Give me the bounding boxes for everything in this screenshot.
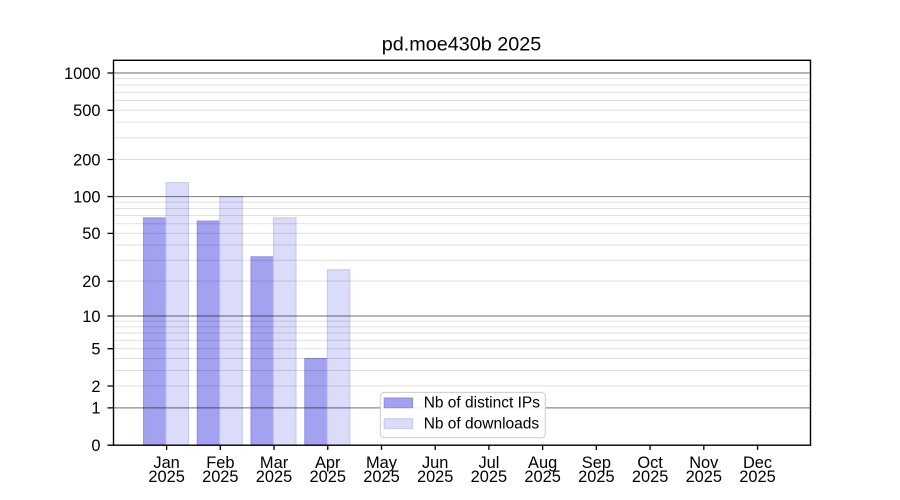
svg-text:2025: 2025 [363,468,399,486]
svg-text:2025: 2025 [202,468,238,486]
svg-text:May: May [366,454,398,472]
svg-text:2025: 2025 [256,468,292,486]
svg-text:Oct: Oct [637,454,663,472]
svg-text:Apr: Apr [315,454,341,472]
svg-text:2025: 2025 [524,468,560,486]
svg-text:Aug: Aug [528,454,557,472]
svg-text:Dec: Dec [743,454,772,472]
svg-text:2025: 2025 [417,468,453,486]
svg-text:Nb of downloads: Nb of downloads [424,415,540,432]
svg-text:2025: 2025 [148,468,184,486]
svg-text:2: 2 [91,378,100,396]
svg-text:10: 10 [82,308,100,326]
svg-text:2025: 2025 [686,468,722,486]
svg-text:pd.moe430b 2025: pd.moe430b 2025 [382,34,542,56]
svg-text:50: 50 [82,225,100,243]
svg-text:20: 20 [82,273,100,291]
svg-text:Nb of distinct IPs: Nb of distinct IPs [424,394,541,411]
svg-text:2025: 2025 [739,468,775,486]
svg-text:2025: 2025 [471,468,507,486]
svg-text:Sep: Sep [582,454,611,472]
svg-text:1: 1 [91,400,100,418]
svg-text:2025: 2025 [578,468,614,486]
svg-text:0: 0 [91,437,100,455]
svg-text:1000: 1000 [64,65,100,83]
svg-text:100: 100 [73,188,100,206]
svg-text:5: 5 [91,341,100,359]
svg-text:Jul: Jul [478,454,499,472]
svg-text:Nov: Nov [689,454,719,472]
svg-text:2025: 2025 [310,468,346,486]
svg-text:Jun: Jun [422,454,448,472]
svg-text:200: 200 [73,151,100,169]
svg-text:500: 500 [73,102,100,120]
svg-text:Feb: Feb [206,454,234,472]
svg-text:Mar: Mar [260,454,289,472]
svg-text:Jan: Jan [153,454,179,472]
svg-text:2025: 2025 [632,468,668,486]
